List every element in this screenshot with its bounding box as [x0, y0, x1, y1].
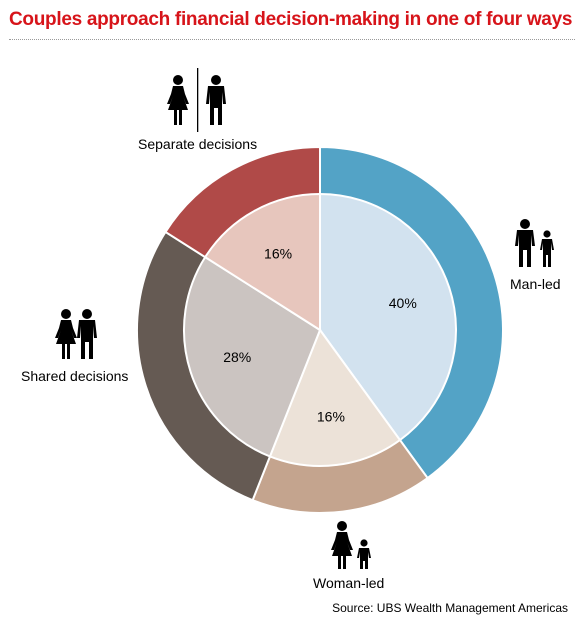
slice-inner-woman-led — [268, 327, 402, 467]
slice-inner-shared-decisions — [183, 255, 322, 458]
label-shared-decisions: Shared decisions — [21, 368, 129, 384]
chart-title: Couples approach financial decision-maki… — [9, 9, 573, 30]
label-man-led: Man-led — [510, 276, 561, 292]
data-label-separate-decisions: 16% — [264, 246, 292, 262]
data-label-shared-decisions: 28% — [223, 349, 251, 365]
data-label-woman-led: 16% — [317, 408, 345, 424]
man-with-child-icon — [515, 219, 554, 267]
source-note: Source: UBS Wealth Management Americas — [332, 601, 568, 615]
slice-inner-separate-decisions — [203, 192, 321, 332]
label-separate-decisions: Separate decisions — [138, 136, 258, 152]
label-woman-led: Woman-led — [313, 575, 385, 591]
couple-icon — [55, 309, 97, 359]
slice-inner-man-led — [319, 192, 457, 442]
title-divider — [9, 39, 575, 40]
woman-with-child-icon — [331, 521, 371, 569]
data-label-man-led: 40% — [389, 295, 417, 311]
separated-couple-icon — [167, 68, 226, 132]
